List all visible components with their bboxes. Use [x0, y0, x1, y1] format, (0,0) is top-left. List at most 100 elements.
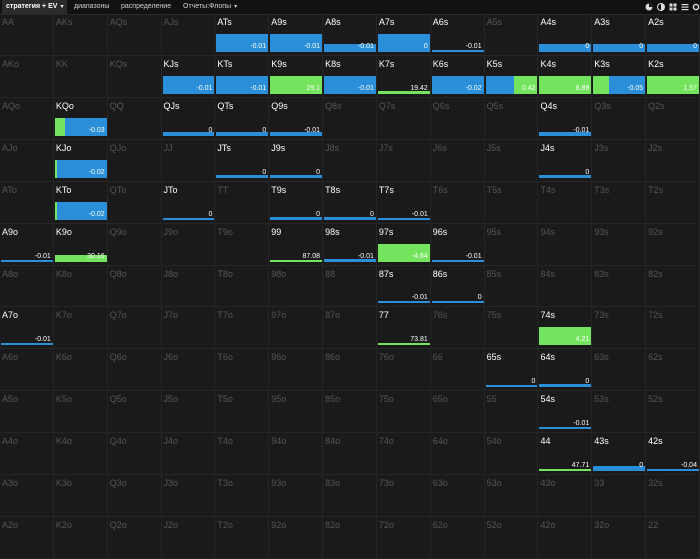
hand-cell-kk[interactable]: KK	[53, 55, 108, 98]
hand-cell-t9s[interactable]: T9s 0	[269, 181, 324, 224]
hand-cell-a6o[interactable]: A6o	[0, 349, 54, 392]
hand-cell-92o[interactable]: 92o	[269, 517, 324, 559]
hand-cell-a3s[interactable]: A3s 0	[592, 14, 647, 56]
hand-cell-q2s[interactable]: Q2s	[646, 97, 700, 140]
hand-cell-j4s[interactable]: J4s 0	[538, 139, 593, 182]
hand-cell-97o[interactable]: 97o	[269, 307, 324, 350]
hand-cell-aa[interactable]: AA	[0, 14, 54, 56]
hand-cell-t4o[interactable]: T4o	[215, 433, 270, 476]
hand-cell-95s[interactable]: 95s	[484, 223, 539, 266]
hand-cell-q7s[interactable]: Q7s	[376, 97, 431, 140]
hand-cell-a2s[interactable]: A2s 0	[646, 14, 700, 56]
hand-cell-t8o[interactable]: T8o	[215, 265, 270, 308]
tab-strategy-ev[interactable]: стратегия + EV ▾	[2, 0, 68, 14]
hand-cell-32o[interactable]: 32o	[592, 517, 647, 559]
hand-cell-k7o[interactable]: K7o	[53, 307, 108, 350]
hand-cell-55[interactable]: 55	[484, 391, 539, 434]
hand-cell-a5o[interactable]: A5o	[0, 391, 54, 434]
hand-cell-a7o[interactable]: A7o -0.01	[0, 307, 54, 350]
hand-cell-t5o[interactable]: T5o	[215, 391, 270, 434]
hand-cell-t7s[interactable]: T7s -0.01	[376, 181, 431, 224]
hand-cell-88[interactable]: 88	[323, 265, 377, 308]
hand-cell-q3o[interactable]: Q3o	[107, 475, 162, 518]
hand-cell-k4o[interactable]: K4o	[53, 433, 108, 476]
hand-cell-kjs[interactable]: KJs -0.01	[161, 55, 216, 98]
hand-cell-98o[interactable]: 98o	[269, 265, 324, 308]
hand-cell-52o[interactable]: 52o	[484, 517, 539, 559]
hand-cell-j3o[interactable]: J3o	[161, 475, 216, 518]
hand-cell-63s[interactable]: 63s	[592, 349, 647, 392]
hand-cell-53o[interactable]: 53o	[484, 475, 539, 518]
hand-cell-85s[interactable]: 85s	[484, 265, 539, 308]
hand-cell-a9s[interactable]: A9s -0.01	[269, 14, 324, 56]
hand-cell-94o[interactable]: 94o	[269, 433, 324, 476]
hand-cell-kjo[interactable]: KJo -0.02	[53, 139, 108, 182]
hand-cell-aks[interactable]: AKs	[53, 14, 108, 56]
hand-cell-93s[interactable]: 93s	[592, 223, 647, 266]
hand-cell-q2o[interactable]: Q2o	[107, 517, 162, 559]
hand-cell-q9o[interactable]: Q9o	[107, 223, 162, 266]
hand-cell-t6o[interactable]: T6o	[215, 349, 270, 392]
hand-cell-j3s[interactable]: J3s	[592, 139, 647, 182]
hand-cell-75o[interactable]: 75o	[376, 391, 431, 434]
hand-cell-t3o[interactable]: T3o	[215, 475, 270, 518]
hand-cell-k9s[interactable]: K9s 29.1	[269, 55, 324, 98]
hand-cell-82s[interactable]: 82s	[646, 265, 700, 308]
hand-cell-72s[interactable]: 72s	[646, 307, 700, 350]
hand-cell-k2o[interactable]: K2o	[53, 517, 108, 559]
hand-cell-22[interactable]: 22	[646, 517, 700, 559]
hand-cell-kqs[interactable]: KQs	[107, 55, 162, 98]
hand-cell-a3o[interactable]: A3o	[0, 475, 54, 518]
hand-cell-43o[interactable]: 43o	[538, 475, 593, 518]
hand-cell-q7o[interactable]: Q7o	[107, 307, 162, 350]
hand-cell-j9s[interactable]: J9s 0	[269, 139, 324, 182]
hand-cell-t2s[interactable]: T2s	[646, 181, 700, 224]
hand-cell-jts[interactable]: JTs 0	[215, 139, 270, 182]
hand-cell-86s[interactable]: 86s 0	[430, 265, 485, 308]
hand-cell-qts[interactable]: QTs 0	[215, 97, 270, 140]
hand-cell-ako[interactable]: AKo	[0, 55, 54, 98]
hand-cell-t3s[interactable]: T3s	[592, 181, 647, 224]
hand-cell-j8s[interactable]: J8s	[323, 139, 377, 182]
hand-cell-87s[interactable]: 87s -0.01	[376, 265, 431, 308]
hand-cell-73s[interactable]: 73s	[592, 307, 647, 350]
hand-cell-92s[interactable]: 92s	[646, 223, 700, 266]
hand-cell-82o[interactable]: 82o	[323, 517, 377, 559]
hand-cell-q9s[interactable]: Q9s -0.01	[269, 97, 324, 140]
hand-cell-k2s[interactable]: K2s 1.57	[646, 55, 700, 98]
hand-cell-qq[interactable]: QQ	[107, 97, 162, 140]
hand-cell-66[interactable]: 66	[430, 349, 485, 392]
hand-cell-q8s[interactable]: Q8s	[323, 97, 377, 140]
hand-cell-94s[interactable]: 94s	[538, 223, 593, 266]
hand-cell-kts[interactable]: KTs -0.01	[215, 55, 270, 98]
hand-cell-97s[interactable]: 97s -4.64	[376, 223, 431, 266]
hand-cell-87o[interactable]: 87o	[323, 307, 377, 350]
list-icon[interactable]	[681, 3, 689, 11]
hand-cell-98s[interactable]: 98s -0.01	[323, 223, 377, 266]
hand-cell-95o[interactable]: 95o	[269, 391, 324, 434]
hand-cell-a8s[interactable]: A8s -0.01	[323, 14, 377, 56]
hand-cell-43s[interactable]: 43s 0	[592, 433, 647, 476]
hand-cell-65s[interactable]: 65s 0	[484, 349, 539, 392]
hand-cell-j8o[interactable]: J8o	[161, 265, 216, 308]
hand-cell-k8s[interactable]: K8s -0.01	[323, 55, 377, 98]
hand-cell-tt[interactable]: TT	[215, 181, 270, 224]
hand-cell-72o[interactable]: 72o	[376, 517, 431, 559]
hand-cell-32s[interactable]: 32s	[646, 475, 700, 518]
hand-cell-74s[interactable]: 74s 4.21	[538, 307, 593, 350]
hand-cell-a9o[interactable]: A9o -0.01	[0, 223, 54, 266]
hand-cell-j2o[interactable]: J2o	[161, 517, 216, 559]
hand-cell-84o[interactable]: 84o	[323, 433, 377, 476]
hand-cell-j5s[interactable]: J5s	[484, 139, 539, 182]
hand-cell-84s[interactable]: 84s	[538, 265, 593, 308]
tab-reports-flops[interactable]: Отчеты:Флопы ▾	[183, 0, 237, 14]
hand-cell-t5s[interactable]: T5s	[484, 181, 539, 224]
hand-cell-qjs[interactable]: QJs 0	[161, 97, 216, 140]
hand-cell-t4s[interactable]: T4s	[538, 181, 593, 224]
hand-cell-54o[interactable]: 54o	[484, 433, 539, 476]
hand-cell-a4s[interactable]: A4s 0	[538, 14, 593, 56]
hand-cell-75s[interactable]: 75s	[484, 307, 539, 350]
hand-cell-kqo[interactable]: KQo -0.03	[53, 97, 108, 140]
hand-cell-t2o[interactable]: T2o	[215, 517, 270, 559]
hand-cell-q6s[interactable]: Q6s	[430, 97, 485, 140]
